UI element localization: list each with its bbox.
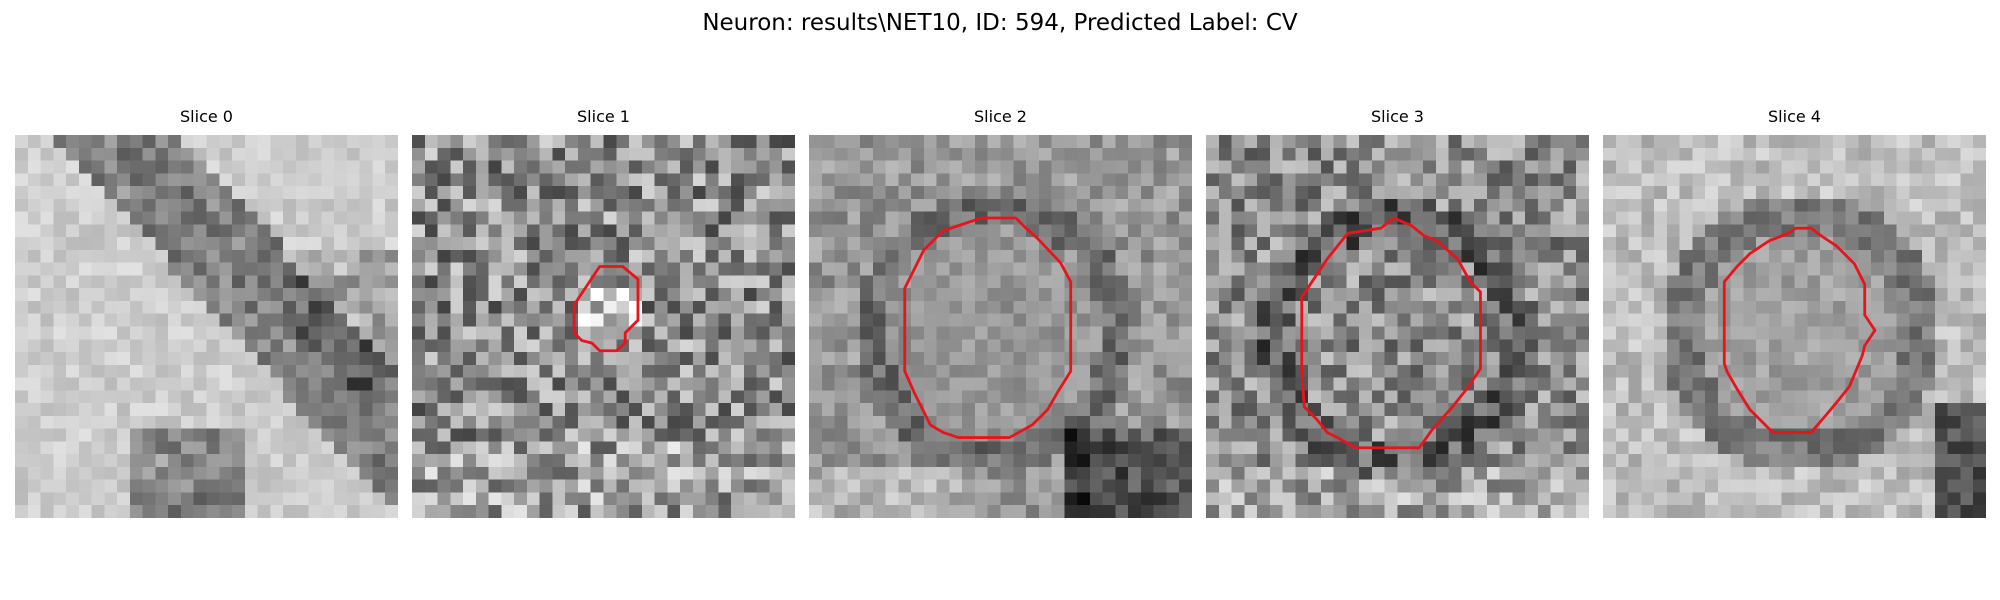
slice-image-3	[1206, 135, 1589, 518]
roi-contour	[903, 216, 1073, 439]
figure-title: Neuron: results\NET10, ID: 594, Predicte…	[702, 10, 1298, 36]
slice-image-0	[15, 135, 398, 518]
slice-image-1	[412, 135, 795, 518]
roi-contour	[1722, 226, 1877, 434]
slice-panel-1: Slice 1	[412, 107, 795, 518]
slice-image-4	[1603, 135, 1986, 518]
slice-title: Slice 1	[577, 107, 630, 126]
slice-panel-3: Slice 3	[1206, 107, 1589, 518]
slice-image-2	[809, 135, 1192, 518]
slice-panel-4: Slice 4	[1603, 107, 1986, 518]
slice-title: Slice 3	[1371, 107, 1424, 126]
slice-panel-0: Slice 0	[15, 107, 398, 518]
slice-title: Slice 4	[1768, 107, 1821, 126]
roi-contour	[572, 265, 640, 353]
slice-panel-2: Slice 2	[809, 107, 1192, 518]
slice-title: Slice 2	[974, 107, 1027, 126]
roi-contour	[1300, 216, 1482, 450]
slice-title: Slice 0	[180, 107, 233, 126]
